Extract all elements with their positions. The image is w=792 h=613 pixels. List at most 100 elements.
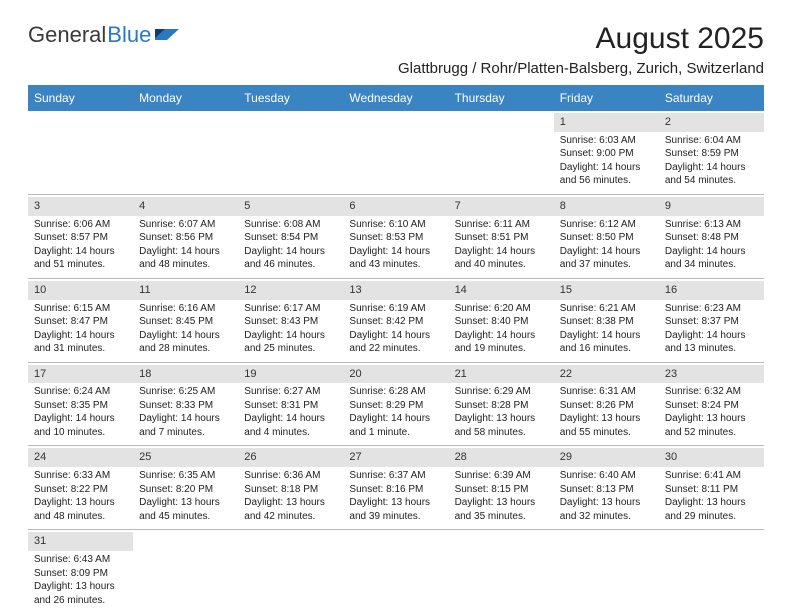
sunset-line: Sunset: 8:15 PM (455, 483, 548, 497)
sunrise-line: Sunrise: 6:40 AM (560, 469, 653, 483)
calendar-cell: 3Sunrise: 6:06 AMSunset: 8:57 PMDaylight… (28, 194, 133, 278)
daylight-line: Daylight: 14 hours and 37 minutes. (560, 245, 653, 272)
sunset-line: Sunset: 8:57 PM (34, 231, 127, 245)
sunset-line: Sunset: 8:37 PM (665, 315, 758, 329)
day-number: 9 (659, 197, 764, 216)
calendar-table: SundayMondayTuesdayWednesdayThursdayFrid… (28, 85, 764, 613)
page-header: GeneralBlue August 2025 Glattbrugg / Roh… (28, 22, 764, 77)
title-block: August 2025 Glattbrugg / Rohr/Platten-Ba… (398, 22, 764, 77)
day-number: 29 (554, 448, 659, 467)
calendar-cell: 10Sunrise: 6:15 AMSunset: 8:47 PMDayligh… (28, 278, 133, 362)
daylight-line: Daylight: 14 hours and 19 minutes. (455, 329, 548, 356)
sunset-line: Sunset: 8:22 PM (34, 483, 127, 497)
day-header: Thursday (449, 85, 554, 111)
calendar-row: 24Sunrise: 6:33 AMSunset: 8:22 PMDayligh… (28, 446, 764, 530)
daylight-line: Daylight: 14 hours and 22 minutes. (349, 329, 442, 356)
day-number: 10 (28, 281, 133, 300)
sunrise-line: Sunrise: 6:12 AM (560, 218, 653, 232)
sunset-line: Sunset: 8:35 PM (34, 399, 127, 413)
calendar-cell: 2 Sunrise: 6:04 AMSunset: 8:59 PMDaylight… (659, 111, 764, 194)
sunrise-line: Sunrise: 6:04 AM (665, 134, 758, 148)
calendar-cell: 26Sunrise: 6:36 AMSunset: 8:18 PMDayligh… (238, 446, 343, 530)
sunset-line: Sunset: 8:45 PM (139, 315, 232, 329)
day-number: 26 (238, 448, 343, 467)
calendar-cell (449, 530, 554, 613)
sunrise-line: Sunrise: 6:43 AM (34, 553, 127, 567)
daylight-line: Daylight: 13 hours and 58 minutes. (455, 412, 548, 439)
daylight-line: Daylight: 14 hours and 56 minutes. (560, 161, 653, 188)
calendar-cell: 22Sunrise: 6:31 AMSunset: 8:26 PMDayligh… (554, 362, 659, 446)
day-header: Monday (133, 85, 238, 111)
sunrise-line: Sunrise: 6:21 AM (560, 302, 653, 316)
daylight-line: Daylight: 13 hours and 48 minutes. (34, 496, 127, 523)
calendar-cell: 14Sunrise: 6:20 AMSunset: 8:40 PMDayligh… (449, 278, 554, 362)
daylight-line: Daylight: 13 hours and 35 minutes. (455, 496, 548, 523)
calendar-row: 10Sunrise: 6:15 AMSunset: 8:47 PMDayligh… (28, 278, 764, 362)
calendar-cell: 20Sunrise: 6:28 AMSunset: 8:29 PMDayligh… (343, 362, 448, 446)
sunset-line: Sunset: 8:53 PM (349, 231, 442, 245)
calendar-cell: 11Sunrise: 6:16 AMSunset: 8:45 PMDayligh… (133, 278, 238, 362)
daylight-line: Daylight: 13 hours and 32 minutes. (560, 496, 653, 523)
daylight-line: Daylight: 14 hours and 31 minutes. (34, 329, 127, 356)
calendar-cell: 27Sunrise: 6:37 AMSunset: 8:16 PMDayligh… (343, 446, 448, 530)
daylight-line: Daylight: 13 hours and 45 minutes. (139, 496, 232, 523)
sunrise-line: Sunrise: 6:07 AM (139, 218, 232, 232)
calendar-page: GeneralBlue August 2025 Glattbrugg / Roh… (0, 0, 792, 612)
day-number: 3 (28, 197, 133, 216)
calendar-cell (238, 530, 343, 613)
calendar-cell: 21Sunrise: 6:29 AMSunset: 8:28 PMDayligh… (449, 362, 554, 446)
daylight-line: Daylight: 14 hours and 16 minutes. (560, 329, 653, 356)
calendar-cell (133, 111, 238, 194)
sunrise-line: Sunrise: 6:06 AM (34, 218, 127, 232)
sunset-line: Sunset: 8:31 PM (244, 399, 337, 413)
sunrise-line: Sunrise: 6:16 AM (139, 302, 232, 316)
day-number: 5 (238, 197, 343, 216)
day-number: 28 (449, 448, 554, 467)
daylight-line: Daylight: 13 hours and 39 minutes. (349, 496, 442, 523)
sunset-line: Sunset: 8:18 PM (244, 483, 337, 497)
sunrise-line: Sunrise: 6:32 AM (665, 385, 758, 399)
day-number: 7 (449, 197, 554, 216)
sunset-line: Sunset: 8:16 PM (349, 483, 442, 497)
sunrise-line: Sunrise: 6:39 AM (455, 469, 548, 483)
location-line: Glattbrugg / Rohr/Platten-Balsberg, Zuri… (398, 60, 764, 77)
daylight-line: Daylight: 14 hours and 48 minutes. (139, 245, 232, 272)
calendar-cell: 17Sunrise: 6:24 AMSunset: 8:35 PMDayligh… (28, 362, 133, 446)
sunrise-line: Sunrise: 6:19 AM (349, 302, 442, 316)
calendar-head: SundayMondayTuesdayWednesdayThursdayFrid… (28, 85, 764, 111)
sunset-line: Sunset: 8:56 PM (139, 231, 232, 245)
sunset-line: Sunset: 9:00 PM (560, 147, 653, 161)
sunrise-line: Sunrise: 6:29 AM (455, 385, 548, 399)
sunset-line: Sunset: 8:42 PM (349, 315, 442, 329)
sunset-line: Sunset: 8:47 PM (34, 315, 127, 329)
sunset-line: Sunset: 8:54 PM (244, 231, 337, 245)
day-header: Saturday (659, 85, 764, 111)
day-number: 2 (659, 113, 764, 132)
day-number: 1 (554, 113, 659, 132)
day-number: 14 (449, 281, 554, 300)
day-number: 22 (554, 365, 659, 384)
day-number: 18 (133, 365, 238, 384)
sunset-line: Sunset: 8:40 PM (455, 315, 548, 329)
daylight-line: Daylight: 14 hours and 25 minutes. (244, 329, 337, 356)
day-number: 8 (554, 197, 659, 216)
sunrise-line: Sunrise: 6:11 AM (455, 218, 548, 232)
brand-flag-icon (155, 22, 181, 48)
calendar-cell (343, 530, 448, 613)
sunrise-line: Sunrise: 6:10 AM (349, 218, 442, 232)
sunrise-line: Sunrise: 6:17 AM (244, 302, 337, 316)
daylight-line: Daylight: 13 hours and 29 minutes. (665, 496, 758, 523)
daylight-line: Daylight: 14 hours and 7 minutes. (139, 412, 232, 439)
sunset-line: Sunset: 8:59 PM (665, 147, 758, 161)
sunrise-line: Sunrise: 6:31 AM (560, 385, 653, 399)
calendar-cell: 31Sunrise: 6:43 AMSunset: 8:09 PMDayligh… (28, 530, 133, 613)
calendar-cell: 18Sunrise: 6:25 AMSunset: 8:33 PMDayligh… (133, 362, 238, 446)
sunrise-line: Sunrise: 6:41 AM (665, 469, 758, 483)
calendar-cell: 4Sunrise: 6:07 AMSunset: 8:56 PMDaylight… (133, 194, 238, 278)
calendar-cell: 7Sunrise: 6:11 AMSunset: 8:51 PMDaylight… (449, 194, 554, 278)
daylight-line: Daylight: 14 hours and 10 minutes. (34, 412, 127, 439)
daylight-line: Daylight: 14 hours and 54 minutes. (665, 161, 758, 188)
day-header: Sunday (28, 85, 133, 111)
sunset-line: Sunset: 8:26 PM (560, 399, 653, 413)
day-number: 16 (659, 281, 764, 300)
